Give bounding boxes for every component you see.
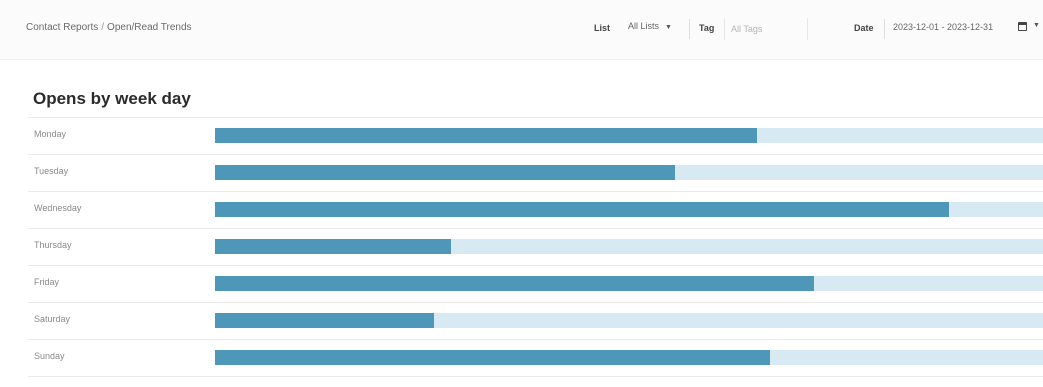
chart-row: Friday [28,266,1043,303]
list-select-value: All Lists [628,21,660,31]
chart-row: Monday [28,117,1043,155]
bar-track [215,276,1043,291]
filter-divider [689,19,690,39]
bar [215,350,770,365]
bar-label: Friday [34,277,60,287]
bar-track [215,202,1043,217]
bar-track [215,128,1043,143]
opens-by-weekday-chart: Monday Tuesday Wednesday Thursday Friday Satu… [28,117,1043,377]
tag-input[interactable] [724,18,808,40]
bar-track [215,165,1043,180]
bar-track [215,313,1043,328]
breadcrumb-link-contact-reports[interactable]: Contact Reports [26,22,99,33]
bar [215,239,451,254]
chart-row: Thursday [28,229,1043,266]
bar-label: Wednesday [34,203,82,213]
bar [215,313,434,328]
breadcrumb-separator: / [101,22,105,33]
chevron-down-icon: ▼ [665,24,672,31]
list-select[interactable]: All Lists ▼ [628,21,672,31]
bar [215,276,814,291]
bar-label: Monday [34,129,67,139]
bar-track [215,350,1043,365]
calendar-icon[interactable] [1018,22,1027,31]
filter-divider [884,19,885,39]
date-filter-label: Date [854,23,874,33]
tag-filter-label: Tag [699,23,715,33]
list-filter-label: List [594,23,611,33]
bar-label: Thursday [34,240,72,250]
breadcrumb-current-page: Open/Read Trends [107,22,192,33]
chevron-down-icon[interactable]: ▼ [1033,22,1040,29]
bar-track [215,239,1043,254]
bar [215,165,675,180]
top-bar: Contact Reports / Open/Read Trends List Al… [0,0,1043,60]
chart-row: Saturday [28,303,1043,340]
bar [215,202,950,217]
chart-row: Tuesday [28,155,1043,192]
date-range-picker[interactable]: 2023-12-01 - 2023-12-31 [893,22,994,32]
bar-label: Sunday [34,351,65,361]
chart-title: Opens by week day [33,89,191,108]
chart-row: Sunday [28,340,1043,377]
breadcrumb: Contact Reports / Open/Read Trends [26,22,192,33]
chart-row: Wednesday [28,192,1043,229]
bar-label: Saturday [34,314,71,324]
bar [215,128,758,143]
bar-label: Tuesday [34,166,69,176]
